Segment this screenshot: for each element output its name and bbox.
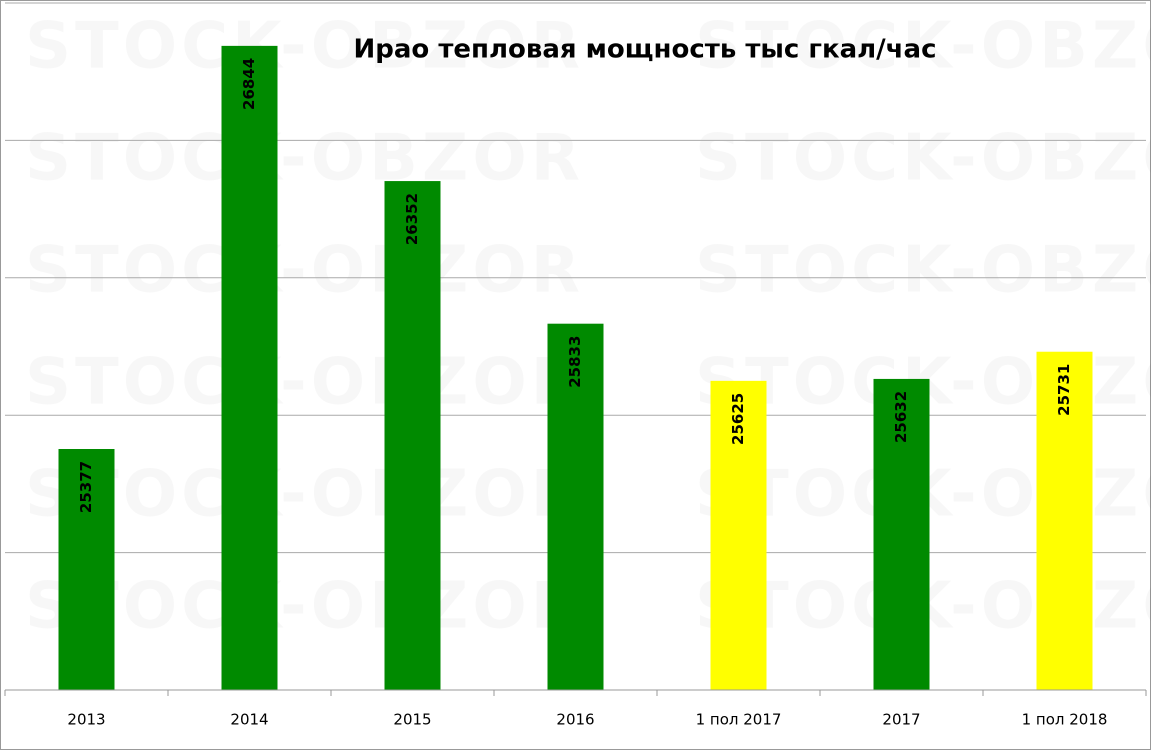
x-tick-label: 1 пол 2018 <box>1022 711 1108 729</box>
watermark: STOCK-OBZOR <box>695 234 1151 308</box>
bar <box>547 323 604 690</box>
chart-title: Ирао тепловая мощность тыс гкал/час <box>354 35 937 65</box>
bar <box>384 181 441 690</box>
watermark: STOCK-OBZOR <box>695 122 1151 196</box>
value-label: 26352 <box>403 193 421 245</box>
x-tick-label: 2017 <box>882 711 920 729</box>
x-tick-label: 2016 <box>556 711 594 729</box>
bar <box>58 449 115 690</box>
value-label: 25833 <box>566 336 584 388</box>
value-label: 25377 <box>77 461 95 513</box>
watermark: STOCK-OBZOR <box>25 234 584 308</box>
bar <box>710 380 767 690</box>
x-tick-label: 1 пол 2017 <box>696 711 782 729</box>
value-label: 25731 <box>1055 364 1073 416</box>
bar <box>873 378 930 690</box>
x-tick-label: 2015 <box>393 711 431 729</box>
value-label: 25632 <box>892 391 910 443</box>
watermark: STOCK-OBZOR <box>25 122 584 196</box>
bar <box>1036 351 1093 690</box>
x-tick-label: 2013 <box>67 711 105 729</box>
watermark: STOCK-OBZOR <box>25 346 584 420</box>
bar <box>221 45 278 691</box>
value-label: 25625 <box>729 393 747 445</box>
value-label: 26844 <box>240 58 258 110</box>
x-tick-label: 2014 <box>230 711 268 729</box>
